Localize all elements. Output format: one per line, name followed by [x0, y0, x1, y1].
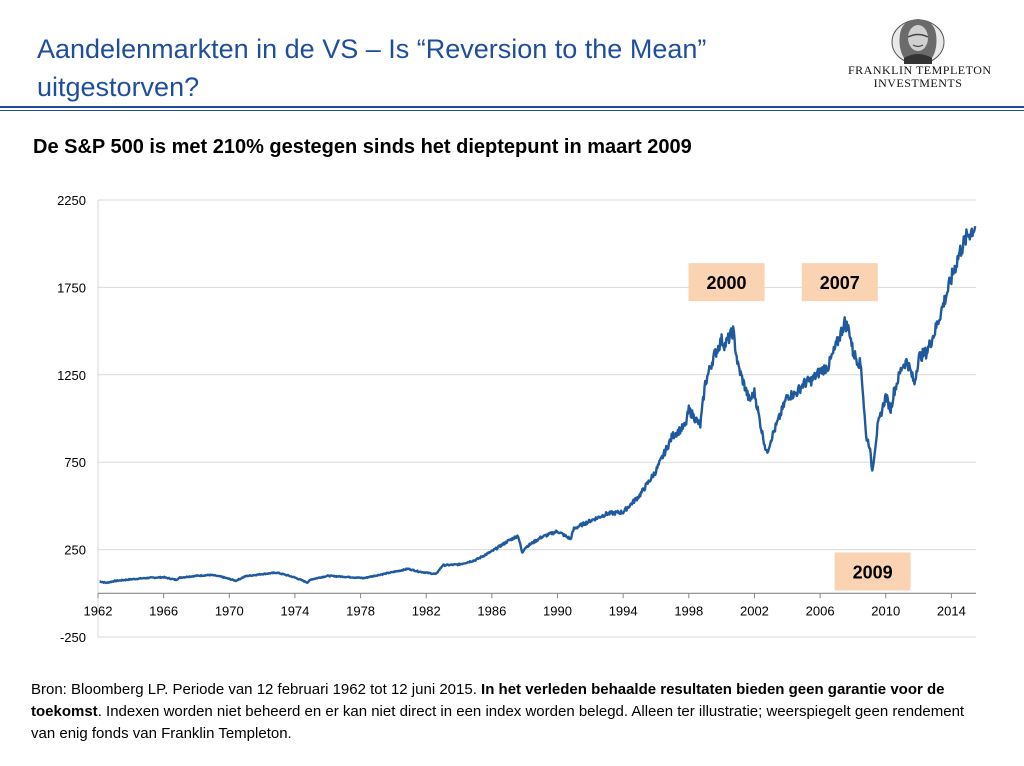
- x-tick-label: 1982: [412, 603, 441, 618]
- title-divider-thin: [0, 110, 1024, 111]
- y-axis-ticks: 2250 1750 1250 750 250 -250: [57, 193, 86, 645]
- chart-subtitle: De S&P 500 is met 210% gestegen sinds he…: [33, 136, 692, 158]
- x-tick-label: 1974: [280, 603, 309, 618]
- y-tick-label: 1250: [57, 368, 86, 383]
- y-tick-label: 250: [64, 543, 86, 558]
- x-tick-label: 2010: [871, 603, 900, 618]
- y-tick-label: -250: [60, 630, 86, 645]
- chart-series: [99, 225, 977, 585]
- callout-2007: 2007: [801, 263, 878, 302]
- callout-box: [801, 263, 878, 302]
- callout-2009: 2009: [834, 552, 911, 591]
- callout-box: [688, 263, 765, 302]
- page-title: Aandelenmarkten in de VS – Is “Reversion…: [37, 34, 707, 102]
- footnote-disclaimer: In het verleden behaalde resultaten bied…: [31, 681, 945, 720]
- benjamin-franklin-portrait-icon: [891, 19, 945, 64]
- x-tick-label: 2002: [740, 603, 769, 618]
- callout-label: 2007: [820, 273, 860, 293]
- chart-grid: [97, 199, 976, 638]
- x-tick-label: 1966: [149, 603, 178, 618]
- y-tick-label: 2250: [57, 193, 86, 208]
- x-tick-label: 1962: [84, 603, 113, 618]
- x-tick-label: 1998: [674, 603, 703, 618]
- franklin-templeton-logo: FRANKLIN TEMPLETON INVESTMENTS: [848, 14, 992, 96]
- logo-line-2: INVESTMENTS: [873, 76, 963, 90]
- footnote-details: . Indexen worden niet beheerd en er kan …: [31, 703, 965, 742]
- x-tick-label: 2006: [806, 603, 835, 618]
- footnote-source: Bron: Bloomberg LP. Periode van 12 febru…: [31, 681, 482, 698]
- y-tick-label: 1750: [57, 280, 86, 295]
- logo-line-1: FRANKLIN TEMPLETON: [848, 63, 992, 77]
- callout-label: 2009: [853, 562, 893, 582]
- callout-label: 2000: [707, 273, 747, 293]
- x-axis: 1962 1966 1970 1974 1978 1982 1986 1990 1994 1998…: [84, 592, 976, 618]
- x-tick-label: 1970: [215, 603, 244, 618]
- x-tick-label: 2014: [937, 603, 966, 618]
- callout-box: [834, 552, 911, 591]
- title-divider: [0, 106, 1024, 108]
- chart-annotations: 2000 2007 2009: [688, 263, 911, 591]
- callout-2000: 2000: [688, 263, 765, 302]
- sp500-series-line: [99, 225, 977, 585]
- y-tick-label: 750: [64, 455, 86, 470]
- x-tick-label: 1990: [543, 603, 572, 618]
- x-tick-label: 1986: [477, 603, 506, 618]
- x-tick-label: 1994: [609, 603, 638, 618]
- x-tick-label: 1978: [346, 603, 375, 618]
- source-footnote: Bron: Bloomberg LP. Periode van 12 febru…: [31, 679, 981, 745]
